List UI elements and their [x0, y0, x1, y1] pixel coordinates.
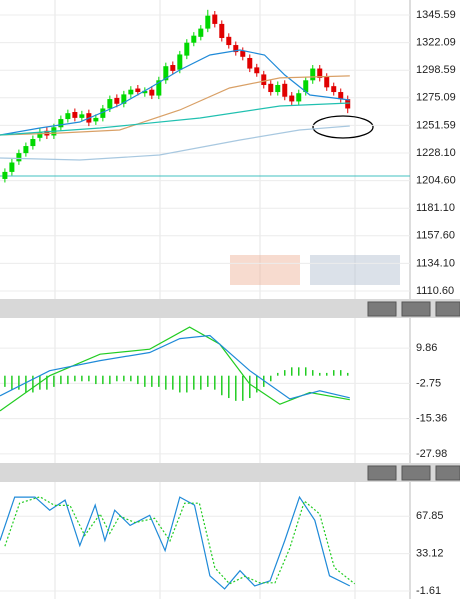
y-tick-label: 1345.59: [416, 9, 456, 21]
candle-body: [170, 65, 176, 71]
minimize-button[interactable]: [367, 301, 397, 317]
close-button[interactable]: [435, 465, 460, 481]
candle-body: [93, 117, 99, 122]
candle-body: [142, 90, 148, 94]
y-tick-label: -15.36: [416, 413, 447, 425]
series-line: [0, 495, 351, 590]
panel-header: [0, 299, 460, 482]
y-tick-label: 1275.09: [416, 92, 456, 104]
candle-body: [23, 146, 29, 154]
y-tick-label: 1134.10: [416, 257, 455, 269]
candle-body: [226, 36, 232, 46]
candle-body: [282, 83, 288, 97]
candle-body: [254, 67, 260, 74]
maximize-button[interactable]: [401, 465, 431, 481]
candle-body: [198, 28, 204, 37]
candle-body: [79, 114, 85, 118]
candle-body: [135, 88, 141, 93]
candle-body: [149, 89, 155, 96]
candle-body: [58, 119, 64, 128]
annotation-ellipse: [312, 115, 374, 139]
candle-body: [2, 171, 8, 179]
candle-body: [247, 57, 253, 69]
candle-body: [30, 139, 36, 147]
candle-body: [261, 74, 267, 85]
candle-body: [240, 50, 246, 57]
candle-body: [9, 162, 15, 172]
minimize-button[interactable]: [367, 465, 397, 481]
candle-body: [107, 99, 113, 109]
candle-body: [331, 86, 337, 93]
candle-body: [72, 112, 78, 118]
candle-body: [205, 15, 211, 29]
series-line: [0, 334, 350, 400]
candle-body: [310, 68, 316, 81]
candle-body: [100, 108, 106, 118]
candle-body: [177, 54, 183, 70]
candle-body: [317, 68, 323, 78]
candle-body: [296, 93, 302, 102]
candle-body: [16, 153, 22, 162]
candle-body: [65, 113, 71, 120]
y-tick-label: -1.61: [416, 585, 441, 597]
y-tick-label: 1228.10: [416, 147, 456, 159]
candle-body: [303, 80, 309, 93]
candle-body: [156, 80, 162, 96]
y-tick-label: -27.98: [416, 448, 447, 460]
candle-body: [114, 97, 120, 104]
y-tick-label: 1322.09: [416, 37, 456, 49]
y-tick-label: 1204.60: [416, 175, 456, 187]
y-tick-label: 1298.59: [416, 64, 456, 76]
y-tick-label: 9.86: [416, 342, 437, 354]
y-tick-label: 1110.60: [416, 285, 454, 297]
candle-body: [289, 95, 295, 102]
candle-body: [338, 92, 344, 100]
candle-body: [212, 14, 218, 24]
maximize-button[interactable]: [401, 301, 431, 317]
y-tick-label: 1181.10: [416, 202, 455, 214]
series-line: [4, 496, 356, 585]
y-tick-label: 33.12: [416, 548, 444, 560]
candle-body: [345, 99, 351, 109]
candle-body: [121, 94, 127, 104]
candle-body: [184, 42, 190, 56]
series-line: [0, 49, 350, 136]
series-line: [0, 125, 350, 161]
y-tick-label: 1157.60: [416, 230, 455, 242]
series-line: [0, 102, 350, 136]
candle-body: [324, 76, 330, 88]
series-line: [0, 75, 350, 136]
candle-body: [268, 83, 274, 93]
y-tick-label: -2.75: [416, 377, 441, 389]
candle-body: [233, 45, 239, 53]
y-tick-label: 1251.59: [416, 119, 456, 131]
candle-body: [37, 131, 43, 138]
y-tick-label: 67.85: [416, 510, 444, 522]
candle-body: [163, 66, 169, 81]
watermark: [230, 255, 400, 285]
candle-body: [128, 89, 134, 95]
close-button[interactable]: [435, 301, 460, 317]
candle-body: [219, 23, 225, 39]
candle-body: [275, 84, 281, 93]
candle-body: [191, 35, 197, 43]
